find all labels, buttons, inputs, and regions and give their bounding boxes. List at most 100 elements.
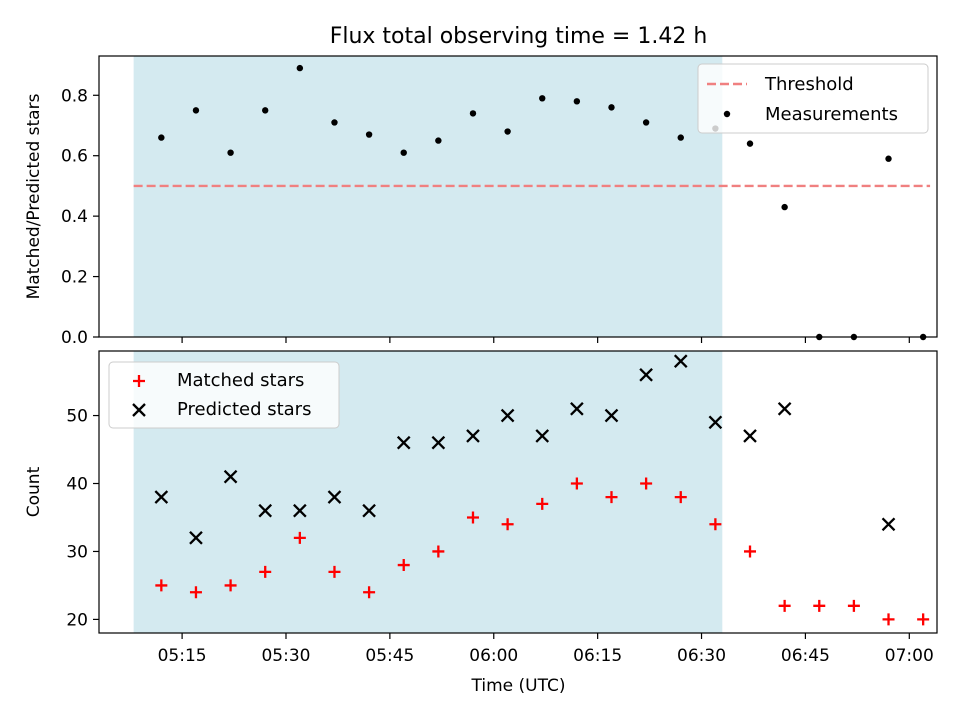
legend-predicted-swatch [132, 403, 146, 417]
legend-matched-swatch [133, 375, 145, 387]
data-point [397, 559, 410, 572]
data-point [777, 401, 792, 416]
y-tick-label: 40 [66, 475, 88, 495]
data-point [605, 491, 618, 504]
data-point [331, 119, 338, 126]
data-point [604, 408, 619, 423]
y-axis-label: Matched/Predicted stars [24, 93, 44, 299]
data-point [262, 107, 269, 114]
data-point [500, 408, 515, 423]
data-point [432, 545, 445, 558]
data-point [327, 490, 342, 504]
x-tick-label: 06:15 [573, 646, 622, 666]
data-point [536, 497, 549, 510]
observing-window-shade [133, 56, 723, 337]
data-point [293, 531, 306, 544]
y-tick-label: 0.2 [61, 268, 88, 288]
x-tick-label: 05:15 [158, 646, 207, 666]
data-point [570, 477, 583, 490]
data-point [501, 518, 514, 531]
data-point [778, 599, 791, 612]
data-point [917, 613, 930, 626]
legend-label: Measurements [765, 104, 898, 125]
data-point [640, 477, 653, 490]
legend: Matched stars Predicted stars [108, 361, 340, 429]
x-tick-label: 07:00 [885, 646, 934, 666]
x-tick-label: 05:45 [365, 646, 414, 666]
data-point [642, 119, 650, 126]
data-point [781, 203, 788, 211]
data-point [573, 98, 581, 105]
legend-label: Matched stars [177, 370, 304, 391]
data-point [881, 517, 896, 532]
data-point [400, 149, 407, 156]
axes-frame [98, 350, 938, 634]
data-point [192, 107, 200, 114]
data-point [535, 429, 550, 443]
data-point [155, 579, 168, 592]
legend-box [697, 63, 929, 134]
y-tick-label: 0.4 [61, 207, 88, 227]
data-point [504, 128, 511, 135]
data-point [813, 599, 826, 612]
data-point [466, 511, 479, 524]
bottom-panel: 05:15 05:30 05:45 06:00 06:15 06:30 06:45 07:00… [24, 350, 938, 666]
data-point [674, 491, 687, 504]
legend-measurements-swatch [723, 110, 731, 118]
data-point [743, 429, 757, 443]
data-point [677, 134, 684, 141]
data-point [227, 149, 234, 156]
data-point [328, 565, 341, 578]
legend: Threshold Measurements [697, 63, 929, 134]
y-axis-label: Count [24, 466, 44, 517]
data-point [466, 429, 480, 443]
data-point [744, 545, 757, 558]
data-point [709, 518, 722, 531]
y-tick-label: 0.6 [61, 147, 88, 167]
data-point [539, 95, 546, 102]
data-point [224, 579, 237, 592]
data-point [673, 354, 688, 369]
x-axis-label: Time (UTC) [471, 676, 566, 696]
y-tick-label: 30 [66, 542, 88, 562]
data-point [362, 503, 376, 518]
legend-box [108, 361, 340, 429]
data-point [431, 435, 446, 450]
data-point [189, 531, 203, 545]
data-point [570, 401, 584, 416]
data-point [608, 104, 615, 111]
data-point [708, 415, 723, 430]
data-point [435, 137, 442, 144]
x-tick-label: 05:30 [261, 646, 310, 666]
axes-frame [98, 55, 938, 338]
x-tick-label: 06:30 [677, 646, 726, 666]
data-point [296, 64, 304, 72]
chart-title: Flux total observing time = 1.42 h [330, 24, 708, 49]
data-point [365, 131, 373, 138]
data-point [158, 134, 165, 141]
data-point [469, 110, 477, 117]
data-point [293, 503, 307, 518]
y-tick-label: 50 [66, 407, 88, 427]
x-tick-label: 06:45 [781, 646, 830, 666]
data-point [154, 490, 169, 504]
data-point [746, 140, 754, 147]
y-tick-label: 0.0 [61, 328, 88, 348]
y-tick-label: 20 [66, 610, 88, 630]
data-point [882, 613, 895, 626]
data-point [223, 469, 238, 484]
data-point [258, 503, 273, 518]
data-point [885, 155, 892, 162]
data-point [363, 586, 376, 599]
data-point [259, 565, 272, 578]
top-panel: 0.0 0.2 0.4 0.6 0.8 Matched/Predicted stars Th… [24, 55, 938, 348]
data-point [847, 599, 860, 612]
x-tick-label: 06:00 [469, 646, 518, 666]
y-tick-label: 0.8 [61, 86, 88, 106]
data-point [396, 435, 411, 450]
legend-label: Predicted stars [177, 399, 311, 420]
data-point [639, 367, 653, 382]
data-point [189, 586, 202, 599]
legend-label: Threshold [764, 74, 854, 95]
